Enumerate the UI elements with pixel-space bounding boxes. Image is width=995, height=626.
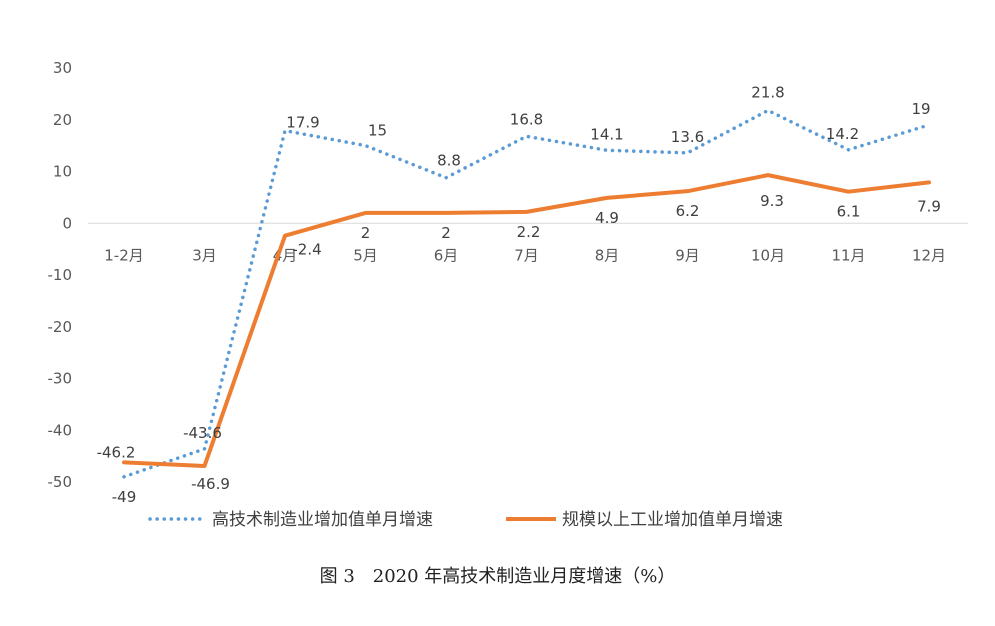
data-label: -46.2 bbox=[97, 443, 136, 461]
data-label: 2 bbox=[441, 224, 451, 242]
y-tick-label: 20 bbox=[53, 111, 72, 129]
series-line-high-tech bbox=[122, 108, 931, 479]
data-label: 7.9 bbox=[917, 197, 941, 215]
y-tick-label: -30 bbox=[48, 370, 73, 388]
data-label: 21.8 bbox=[751, 83, 784, 101]
series-line-industrial bbox=[122, 173, 931, 468]
data-label: -43.6 bbox=[183, 424, 222, 442]
data-label: 6.2 bbox=[676, 202, 700, 220]
data-label: 14.2 bbox=[826, 125, 859, 143]
y-tick-label: -50 bbox=[48, 473, 73, 491]
data-label: 13.6 bbox=[671, 128, 704, 146]
series-lines bbox=[122, 108, 931, 479]
y-tick-label: 0 bbox=[62, 214, 72, 232]
figure-caption: 图 3 2020 年高技术制造业月度增速（%） bbox=[319, 566, 676, 587]
y-tick-label: 10 bbox=[53, 163, 72, 181]
data-label: 6.1 bbox=[837, 203, 861, 221]
data-label: 9.3 bbox=[760, 192, 784, 210]
x-tick-label: 7月 bbox=[514, 246, 539, 264]
data-labels: -49 -43.6 17.9 15 8.8 16.8 14.1 13.6 21.8 14.2 19 -… bbox=[97, 83, 941, 505]
x-tick-label: 12月 bbox=[912, 246, 946, 264]
data-label: -49 bbox=[112, 488, 137, 506]
x-tick-label: 6月 bbox=[434, 246, 459, 264]
legend-label-high-tech: 高技术制造业增加值单月增速 bbox=[212, 510, 433, 530]
data-label: -46.9 bbox=[191, 475, 230, 493]
y-tick-label: -10 bbox=[48, 266, 73, 284]
data-label: 14.1 bbox=[590, 125, 623, 143]
x-tick-label: 11月 bbox=[831, 246, 865, 264]
x-tick-label: 10月 bbox=[751, 246, 785, 264]
x-tick-label: 5月 bbox=[353, 246, 378, 264]
data-label: 4.9 bbox=[595, 209, 619, 227]
data-label: 16.8 bbox=[510, 110, 543, 128]
x-tick-label: 1-2月 bbox=[104, 246, 144, 264]
y-axis-ticks: 30 20 10 0 -10 -20 -30 -40 -50 bbox=[48, 59, 73, 491]
x-tick-label: 3月 bbox=[192, 246, 217, 264]
data-label: 2 bbox=[361, 224, 371, 242]
data-label: 17.9 bbox=[286, 114, 319, 132]
y-tick-label: -40 bbox=[48, 421, 73, 439]
data-label: 8.8 bbox=[437, 152, 461, 170]
y-tick-label: -20 bbox=[48, 318, 73, 336]
y-tick-label: 30 bbox=[53, 59, 72, 77]
data-label: 15 bbox=[368, 122, 387, 140]
legend-label-industrial: 规模以上工业增加值单月增速 bbox=[562, 510, 783, 530]
legend: 高技术制造业增加值单月增速 规模以上工业增加值单月增速 bbox=[148, 510, 783, 530]
data-label: 2.2 bbox=[517, 223, 541, 241]
data-label: -2.4 bbox=[292, 241, 321, 259]
x-tick-label: 8月 bbox=[595, 246, 620, 264]
x-axis-ticks: 1-2月 3月 4月 5月 6月 7月 8月 9月 10月 11月 12月 bbox=[104, 246, 946, 264]
x-tick-label: 9月 bbox=[675, 246, 700, 264]
data-label: 19 bbox=[911, 100, 930, 118]
